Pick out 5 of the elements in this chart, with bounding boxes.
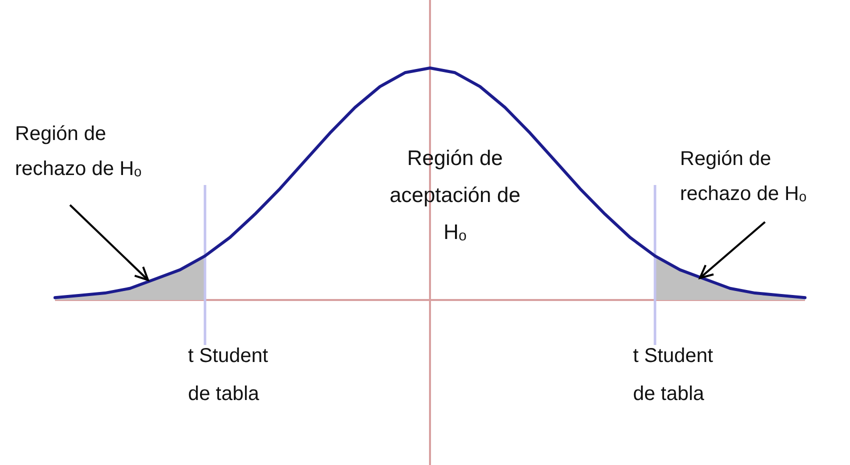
annotation: Región de rechazo de Hₒ [15, 123, 142, 180]
text: t Student de tabla [633, 345, 714, 405]
annotation: Región de rechazo de Hₒ [680, 148, 807, 205]
annotation: Región de aceptación de Hₒ [390, 147, 520, 244]
text: t Student de tabla [188, 345, 268, 405]
